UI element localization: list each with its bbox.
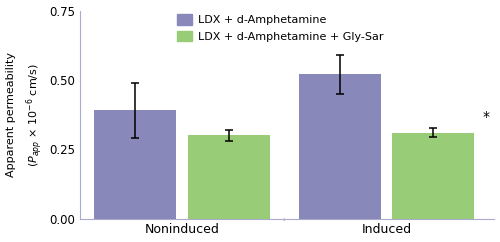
Bar xyxy=(188,135,270,219)
Text: *: * xyxy=(483,110,490,124)
Bar xyxy=(299,74,380,219)
Bar xyxy=(392,133,474,219)
Y-axis label: Apparent permeability
($P_{app}$ $\times$ $10^{-6}$ cm/s): Apparent permeability ($P_{app}$ $\times… xyxy=(6,52,45,177)
Legend: LDX + d-Amphetamine, LDX + d-Amphetamine + Gly-Sar: LDX + d-Amphetamine, LDX + d-Amphetamine… xyxy=(176,14,383,42)
Bar xyxy=(94,110,176,219)
